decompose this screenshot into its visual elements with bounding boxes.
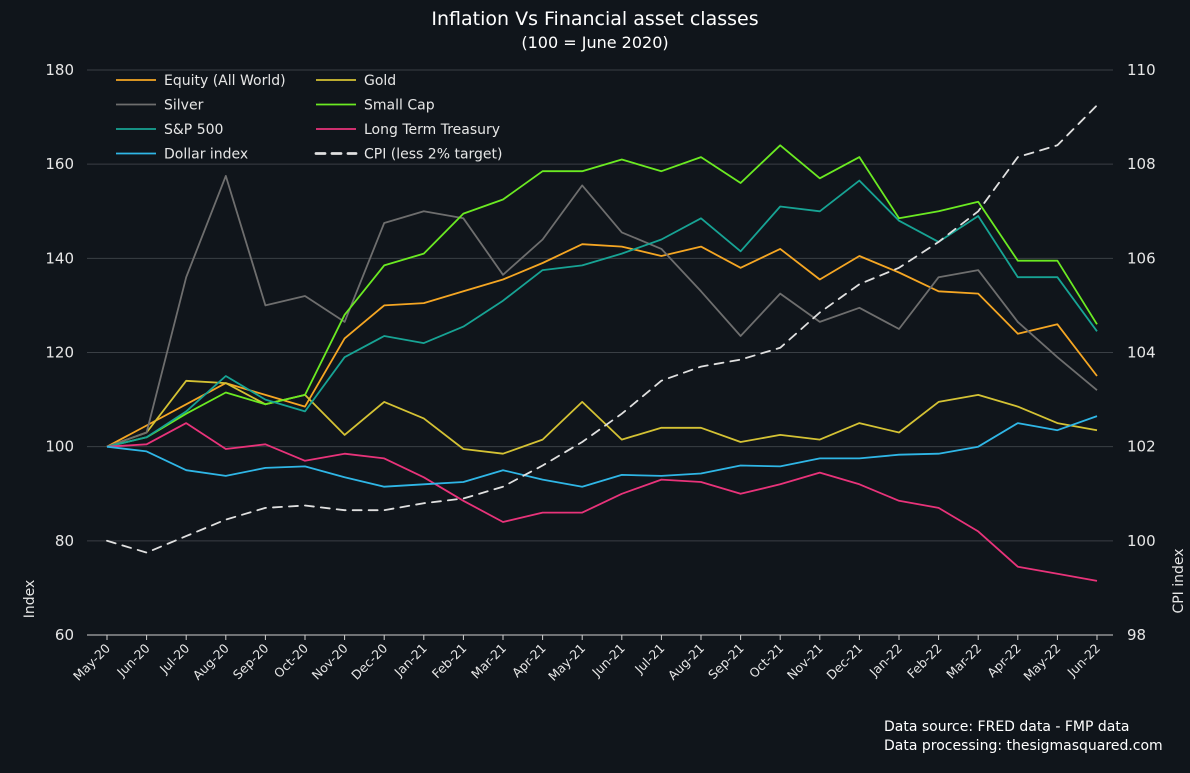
y-tick-label-120: 120 xyxy=(45,344,74,362)
x-tick-label-Jun-21: Jun-21 xyxy=(588,641,628,681)
y2-tick-label-102: 102 xyxy=(1127,438,1156,456)
x-tick-label-Jan-22: Jan-22 xyxy=(866,641,905,680)
y2-tick-label-110: 110 xyxy=(1127,61,1156,79)
y-ticks-right: 98 100 102 104 106 108 110 xyxy=(1127,61,1156,644)
x-tick-label-Mar-22: Mar-22 xyxy=(943,641,984,682)
series-line-equity-all-world xyxy=(106,243,1098,448)
x-tick-label-Aug-21: Aug-21 xyxy=(665,641,707,683)
y2-tick-label-108: 108 xyxy=(1127,155,1156,173)
x-tick-label-Jun-22: Jun-22 xyxy=(1064,641,1104,681)
chart-subtitle: (100 = June 2020) xyxy=(521,33,668,52)
y2-tick-label-106: 106 xyxy=(1127,249,1156,267)
legend-label-gold: Gold xyxy=(364,73,396,89)
x-tick-label-May-21: May-21 xyxy=(545,641,588,684)
legend-label-s-p-500: S&P 500 xyxy=(164,122,223,138)
series-line-cpi-less-2-target xyxy=(106,104,1098,554)
x-tick-label-Feb-21: Feb-21 xyxy=(429,641,470,682)
legend-label-dollar-index: Dollar index xyxy=(164,147,248,163)
legend-label-small-cap: Small Cap xyxy=(364,98,435,114)
x-tick-label-Feb-22: Feb-22 xyxy=(904,641,945,682)
x-tick-label-Oct-20: Oct-20 xyxy=(271,640,311,680)
series-line-long-term-treasury xyxy=(106,422,1098,582)
y2-tick-label-98: 98 xyxy=(1127,626,1146,644)
y-tick-label-160: 160 xyxy=(45,155,74,173)
series-lines xyxy=(106,104,1098,582)
y-axis-label: Index xyxy=(22,580,38,619)
x-tick-label-Sep-20: Sep-20 xyxy=(230,640,272,682)
series-line-silver xyxy=(106,174,1098,448)
y2-tick-label-100: 100 xyxy=(1127,532,1156,550)
x-tick-label-Dec-21: Dec-21 xyxy=(823,641,865,683)
y-ticks-left: 60 80 100 120 140 160 180 xyxy=(45,61,74,644)
legend-label-silver: Silver xyxy=(164,98,204,114)
data-source-text: Data source: FRED data - FMP data xyxy=(884,719,1129,735)
x-tick-label-Apr-21: Apr-21 xyxy=(509,641,549,681)
chart-title: Inflation Vs Financial asset classes xyxy=(431,8,758,30)
y-tick-label-60: 60 xyxy=(55,626,74,644)
x-tick-label-Dec-20: Dec-20 xyxy=(348,640,390,682)
x-tick-label-May-22: May-22 xyxy=(1020,641,1063,684)
x-tick-label-Apr-22: Apr-22 xyxy=(984,641,1024,681)
y-tick-label-80: 80 xyxy=(55,532,74,550)
y-tick-label-140: 140 xyxy=(45,249,74,267)
y2-tick-label-104: 104 xyxy=(1127,344,1156,362)
series-line-small-cap xyxy=(106,144,1098,448)
y-tick-label-180: 180 xyxy=(45,61,74,79)
y2-axis-label: CPI index xyxy=(1171,548,1187,613)
x-tick-label-Mar-21: Mar-21 xyxy=(468,641,509,682)
x-tick-label-Jul-21: Jul-21 xyxy=(631,641,667,677)
grid-lines xyxy=(87,69,1113,542)
x-tick-label-Oct-21: Oct-21 xyxy=(746,641,786,681)
y-tick-label-100: 100 xyxy=(45,438,74,456)
series-line-dollar-index xyxy=(106,415,1098,488)
legend-label-cpi-less-2-target: CPI (less 2% target) xyxy=(364,147,503,163)
legend-label-equity-all-world: Equity (All World) xyxy=(164,73,286,89)
x-tick-label-Nov-21: Nov-21 xyxy=(784,641,826,683)
series-line-s-p-500 xyxy=(106,179,1098,448)
x-tick-label-May-20: May-20 xyxy=(70,640,113,683)
x-tick-label-Jun-20: Jun-20 xyxy=(113,640,153,680)
data-processing-text: Data processing: thesigmasquared.com xyxy=(884,738,1163,754)
x-tick-label-Nov-20: Nov-20 xyxy=(309,640,351,682)
legend-label-long-term-treasury: Long Term Treasury xyxy=(364,122,500,138)
x-tick-label-Sep-21: Sep-21 xyxy=(705,641,747,683)
legend: Equity (All World) Gold Silver Small Cap S&P… xyxy=(116,73,503,163)
x-tick-label-Jul-20: Jul-20 xyxy=(156,640,192,676)
x-tick-label-Aug-20: Aug-20 xyxy=(190,640,232,682)
x-tick-label-Jan-21: Jan-21 xyxy=(391,641,430,680)
